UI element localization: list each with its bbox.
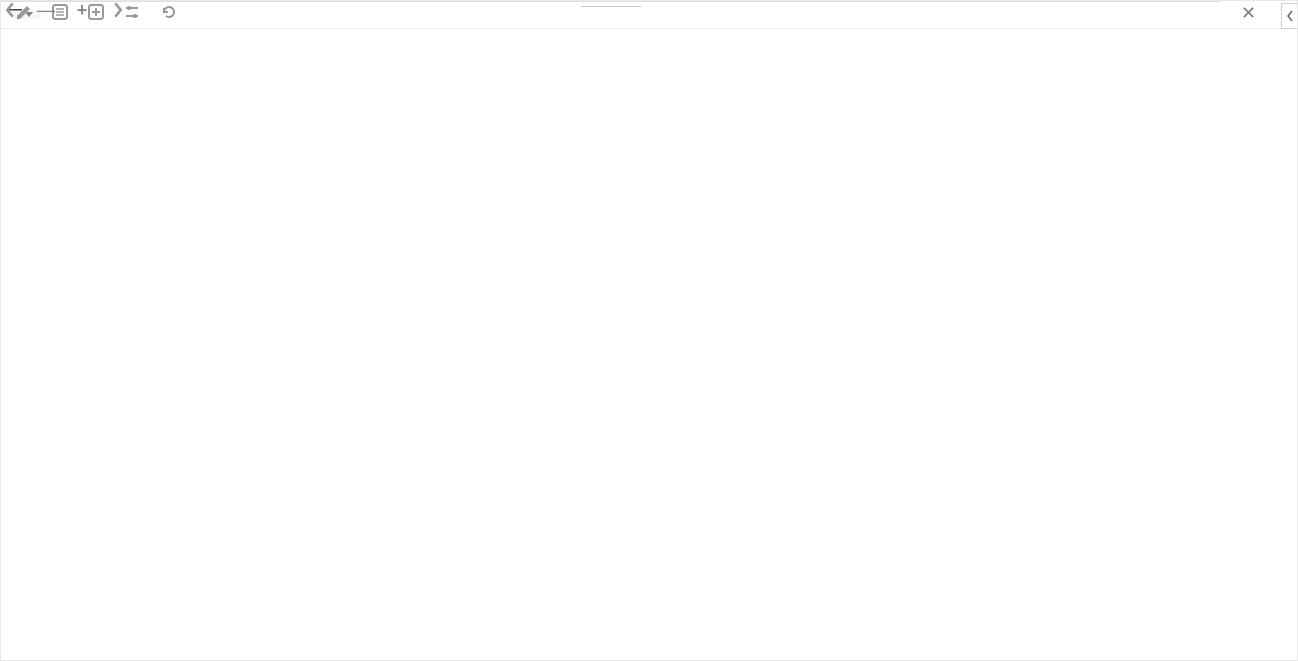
- minus-icon: —: [37, 0, 55, 21]
- price-y-axis[interactable]: [1221, 29, 1298, 482]
- time-nav-controls: — +: [1, 1, 127, 19]
- zoom-out-button[interactable]: —: [37, 1, 55, 19]
- chevron-right-icon: [112, 2, 124, 18]
- scroll-right-button[interactable]: [109, 1, 127, 19]
- time-axis[interactable]: [1, 1, 1221, 23]
- zoom-in-button[interactable]: +: [73, 1, 91, 19]
- scroll-left-button[interactable]: [1, 1, 19, 19]
- indicator-close-button[interactable]: ✕: [1241, 3, 1256, 24]
- plus-icon: +: [77, 0, 88, 21]
- chevron-left-icon: [1286, 10, 1294, 22]
- undo-button[interactable]: [157, 1, 179, 23]
- chevron-left-icon: [4, 2, 16, 18]
- side-panel-toggle[interactable]: [1281, 3, 1297, 29]
- undo-icon: [158, 2, 178, 22]
